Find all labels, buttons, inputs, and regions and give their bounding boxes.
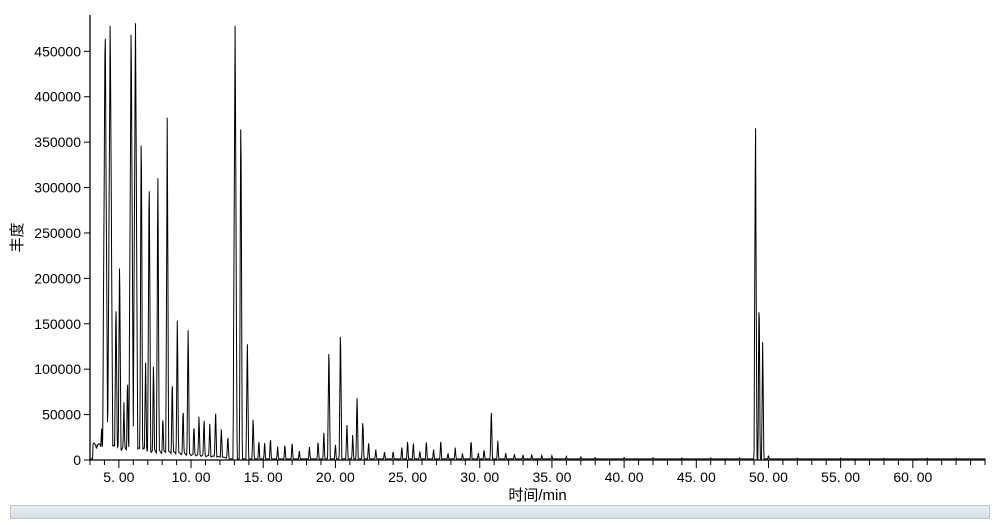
y-tick-label: 0 <box>73 452 81 468</box>
y-tick-label: 400000 <box>34 89 81 105</box>
x-tick-label: 40. 00 <box>605 469 644 485</box>
y-tick-label: 100000 <box>34 361 81 377</box>
x-tick-label: 10. 00 <box>172 469 211 485</box>
x-tick-label: 55. 00 <box>821 469 860 485</box>
x-tick-label: 25. 00 <box>388 469 427 485</box>
footer-bar <box>10 505 990 519</box>
y-tick-label: 350000 <box>34 134 81 150</box>
y-axis-label: 丰度 <box>9 222 26 252</box>
x-tick-label: 5. 00 <box>103 469 134 485</box>
y-tick-label: 300000 <box>34 180 81 196</box>
x-tick-label: 15. 00 <box>244 469 283 485</box>
x-tick-label: 45. 00 <box>677 469 716 485</box>
chromatogram-chart: 0 50000 100000 150000 200000 250000 300000 3500… <box>0 0 1000 523</box>
y-tick-label: 450000 <box>34 43 81 59</box>
y-tick-label: 150000 <box>34 316 81 332</box>
x-tick-label: 50. 00 <box>749 469 788 485</box>
x-tick-label: 20. 00 <box>316 469 355 485</box>
y-tick-label: 50000 <box>42 407 81 423</box>
y-tick-label: 250000 <box>34 225 81 241</box>
x-tick-label: 35. 00 <box>532 469 571 485</box>
y-tick-label: 200000 <box>34 270 81 286</box>
x-tick-label: 60. 00 <box>893 469 932 485</box>
x-axis-label: 时间/min <box>508 487 566 504</box>
chart-svg: 0 50000 100000 150000 200000 250000 300000 3500… <box>0 0 1000 523</box>
x-tick-label: 30. 00 <box>460 469 499 485</box>
